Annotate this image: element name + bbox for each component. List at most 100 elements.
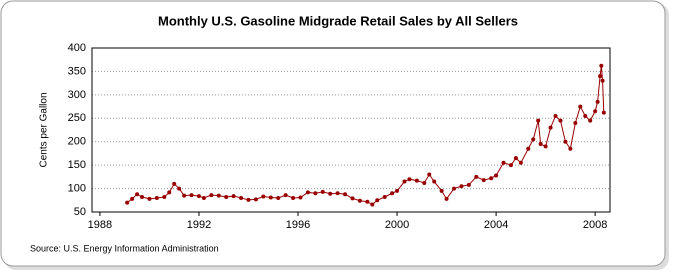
plot-area: [91, 47, 611, 213]
point: [320, 189, 325, 194]
point: [216, 193, 221, 198]
point: [422, 180, 427, 185]
point: [395, 188, 400, 193]
point: [201, 195, 206, 200]
point: [452, 186, 457, 191]
point: [432, 179, 437, 184]
x-tick-label: 1996: [286, 219, 310, 231]
y-tick-label: 100: [68, 182, 86, 194]
point: [298, 195, 303, 200]
y-tick-label: 400: [68, 42, 86, 54]
point: [375, 198, 380, 203]
point: [526, 146, 531, 151]
point: [583, 113, 588, 118]
point: [568, 146, 573, 151]
point: [513, 156, 518, 161]
point: [593, 109, 598, 114]
point: [573, 120, 578, 125]
point: [427, 172, 432, 177]
point: [268, 195, 273, 200]
x-tick-label: 1992: [187, 219, 211, 231]
point: [390, 191, 395, 196]
point: [563, 139, 568, 144]
point: [283, 193, 288, 198]
point: [365, 199, 370, 204]
point: [536, 118, 541, 123]
point: [601, 110, 606, 115]
y-axis-label: Cents per Gallon: [39, 92, 50, 167]
point: [130, 196, 135, 201]
y-tick-label: 50: [74, 206, 86, 218]
point: [481, 178, 486, 183]
frame: [0, 0, 666, 267]
point: [350, 196, 355, 201]
y-tick-label: 250: [68, 112, 86, 124]
point: [246, 197, 251, 202]
point: [553, 113, 558, 118]
y-tick-label: 150: [68, 159, 86, 171]
point: [407, 177, 412, 182]
point: [402, 179, 407, 184]
point: [370, 202, 375, 207]
point: [501, 160, 506, 165]
point: [140, 195, 145, 200]
point: [313, 191, 318, 196]
point: [276, 195, 281, 200]
point: [558, 118, 563, 123]
point: [261, 194, 266, 199]
point: [382, 195, 387, 200]
point: [548, 125, 553, 130]
point: [588, 118, 593, 123]
point: [328, 191, 333, 196]
point: [162, 195, 167, 200]
source-note: Source: U.S. Energy Information Administ…: [30, 243, 219, 253]
point: [578, 104, 583, 109]
point: [177, 186, 182, 191]
point: [189, 193, 194, 198]
point: [518, 160, 523, 165]
point: [196, 194, 201, 199]
point: [172, 181, 177, 186]
point: [253, 197, 258, 202]
y-tick-label: 300: [68, 89, 86, 101]
point: [474, 174, 479, 179]
y-tick-label: 350: [68, 65, 86, 77]
point: [466, 182, 471, 187]
point: [291, 195, 296, 200]
point: [459, 184, 464, 189]
x-tick-label: 2004: [484, 219, 508, 231]
point: [239, 195, 244, 200]
point: [508, 163, 513, 168]
point: [414, 178, 419, 183]
point: [543, 144, 548, 149]
y-tick-label: 200: [68, 136, 86, 148]
point: [209, 193, 214, 198]
point: [343, 192, 348, 197]
point: [494, 173, 499, 178]
point: [531, 137, 536, 142]
point: [357, 198, 362, 203]
point: [538, 142, 543, 147]
point: [595, 99, 600, 104]
x-tick-label: 1988: [88, 219, 112, 231]
point: [335, 191, 340, 196]
point: [135, 192, 140, 197]
point: [231, 194, 236, 199]
point: [305, 190, 310, 195]
point: [224, 195, 229, 200]
x-tick-label: 2000: [385, 219, 409, 231]
point: [154, 195, 159, 200]
point: [600, 78, 605, 83]
chart-title: Monthly U.S. Gasoline Midgrade Retail Sa…: [158, 13, 518, 28]
point: [167, 190, 172, 195]
point: [125, 200, 130, 205]
point: [439, 188, 444, 193]
point: [599, 63, 604, 68]
x-tick-label: 2008: [583, 219, 607, 231]
point: [147, 196, 152, 201]
point: [182, 193, 187, 198]
point: [489, 176, 494, 181]
point: [444, 196, 449, 201]
point: [598, 74, 603, 79]
